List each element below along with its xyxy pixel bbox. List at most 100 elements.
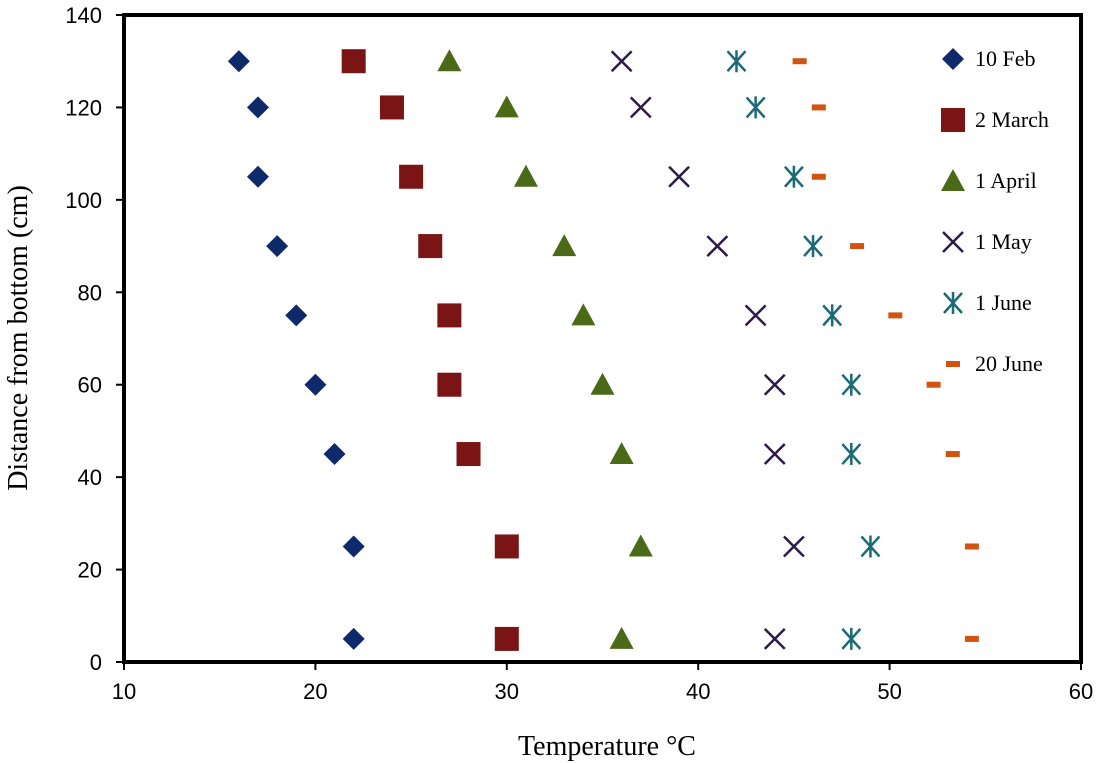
x-tick-label: 60 — [1069, 679, 1093, 704]
legend-item: 10 Feb — [942, 46, 1036, 71]
data-point — [668, 165, 690, 188]
data-point — [964, 635, 979, 642]
data-point — [792, 58, 807, 65]
data-point — [513, 164, 538, 187]
y-tick-label: 100 — [65, 188, 102, 213]
data-point — [246, 165, 269, 188]
legend-marker — [942, 48, 964, 70]
y-tick-label: 120 — [65, 95, 102, 120]
y-tick-label: 80 — [78, 280, 102, 305]
data-point — [304, 373, 327, 396]
data-point — [227, 50, 250, 73]
data-point — [590, 372, 615, 395]
data-point — [456, 442, 481, 467]
data-point — [811, 104, 826, 111]
legend-item: 1 April — [941, 168, 1037, 193]
data-point — [888, 312, 903, 319]
data-point — [629, 96, 652, 119]
legend-label: 1 April — [975, 168, 1037, 193]
data-point — [783, 535, 805, 558]
data-point — [926, 381, 941, 388]
y-tick-label: 40 — [78, 465, 102, 490]
legend-marker — [943, 292, 963, 314]
x-tick-label: 40 — [686, 679, 710, 704]
legend-label: 1 May — [975, 229, 1032, 254]
legend-marker — [941, 169, 965, 191]
legend-marker — [946, 361, 960, 367]
data-point — [266, 235, 289, 258]
y-axis-title: Distance from bottom (cm) — [3, 185, 34, 491]
x-axis-ticks: 10 20 30 40 50 60 — [112, 662, 1093, 704]
x-tick-label: 50 — [877, 679, 901, 704]
data-point — [745, 96, 766, 119]
data-point — [945, 451, 960, 458]
data-point — [726, 50, 747, 73]
legend-marker — [941, 108, 965, 132]
data-point — [342, 627, 365, 650]
data-point — [246, 96, 269, 119]
data-point — [342, 535, 365, 558]
y-tick-label: 140 — [65, 3, 102, 28]
data-point — [399, 164, 424, 189]
data-point — [552, 234, 577, 257]
data-point — [437, 303, 462, 328]
y-tick-label: 20 — [78, 558, 102, 583]
data-points — [227, 49, 979, 651]
legend-item: 20 June — [946, 351, 1043, 376]
data-point — [763, 628, 786, 650]
legend: 10 Feb 2 March 1 April 1 May 1 June 20 June — [941, 46, 1049, 376]
data-point — [341, 49, 366, 74]
series-1-april — [437, 49, 653, 649]
series-1-may — [610, 50, 805, 650]
series-10-feb — [227, 50, 365, 650]
data-point — [964, 543, 979, 550]
data-point — [437, 49, 462, 72]
legend-item: 1 May — [942, 229, 1032, 254]
legend-label: 10 Feb — [975, 46, 1036, 71]
data-point — [706, 235, 729, 257]
data-point — [494, 626, 519, 651]
data-point — [571, 303, 596, 326]
data-point — [763, 443, 786, 465]
data-point — [850, 243, 865, 250]
legend-label: 20 June — [975, 351, 1043, 376]
data-point — [609, 442, 634, 465]
legend-item: 1 June — [943, 290, 1032, 315]
data-point — [841, 627, 862, 650]
data-point — [763, 373, 786, 396]
data-point — [811, 173, 826, 180]
data-point — [628, 534, 653, 557]
x-tick-label: 20 — [303, 679, 327, 704]
data-point — [379, 95, 404, 120]
plot-area — [122, 13, 1083, 664]
data-point — [494, 95, 519, 118]
data-point — [783, 165, 804, 188]
data-point — [494, 534, 519, 559]
data-point — [803, 235, 823, 258]
y-axis-ticks: 0 20 40 60 80 100 120 140 — [65, 3, 124, 675]
series-2-march — [341, 49, 519, 651]
legend-item: 2 March — [941, 107, 1049, 132]
y-tick-label: 0 — [90, 650, 102, 675]
data-point — [285, 304, 308, 327]
data-point — [860, 535, 881, 558]
data-point — [437, 372, 462, 397]
legend-label: 2 March — [975, 107, 1049, 132]
data-point — [841, 373, 862, 396]
series-20-june — [792, 58, 979, 642]
data-point — [609, 626, 634, 649]
data-point — [323, 443, 346, 466]
data-point — [841, 443, 862, 466]
x-tick-label: 10 — [112, 679, 136, 704]
data-point — [744, 304, 767, 327]
data-point — [822, 304, 843, 327]
data-point — [610, 50, 633, 73]
data-point — [418, 234, 443, 259]
x-tick-label: 30 — [495, 679, 519, 704]
y-tick-label: 60 — [78, 373, 102, 398]
legend-label: 1 June — [975, 290, 1032, 315]
x-axis-title: Temperature °C — [518, 731, 696, 762]
series-1-june — [726, 50, 881, 650]
legend-marker — [942, 231, 964, 253]
